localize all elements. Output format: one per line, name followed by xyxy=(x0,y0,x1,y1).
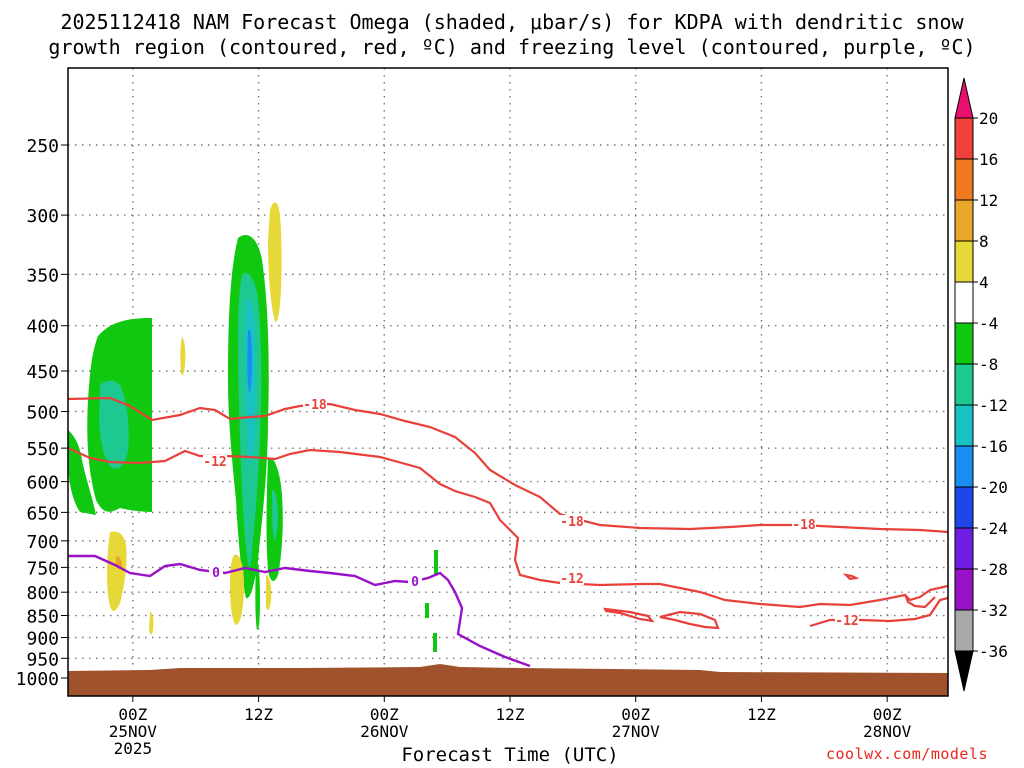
colorbar-label-3: 8 xyxy=(979,232,989,251)
x-tick-label-0-0: 00Z xyxy=(118,705,147,724)
colorbar: 20 16 12 8 4 -4 -8 -12 -16 -20 -24 -28 -32 -36 xyxy=(954,77,1008,692)
omega-region-12 xyxy=(272,489,278,540)
y-tick-label-850: 850 xyxy=(26,607,59,628)
x-tick-label-0-1: 25NOV xyxy=(109,722,158,741)
contour-label-zero-b: 0 xyxy=(411,575,419,590)
y-tick-label-250: 250 xyxy=(26,136,59,157)
contour-minus12-tail xyxy=(809,596,948,628)
colorbar-swatch-13 xyxy=(954,609,974,652)
contour-label-minus12-a: -12 xyxy=(203,455,226,470)
contour-label-minus18-b: -18 xyxy=(560,515,584,530)
colorbar-swatch-8 xyxy=(954,404,974,447)
omega-region-14 xyxy=(268,202,282,322)
x-tick-label-4-0: 00Z xyxy=(621,705,650,724)
omega-region-16 xyxy=(266,575,272,610)
x-axis-label: Forecast Time (UTC) xyxy=(401,744,619,766)
colorbar-swatch-7 xyxy=(954,363,974,406)
y-tick-label-800: 800 xyxy=(26,583,59,604)
contour-label-minus12-b: -12 xyxy=(560,572,583,587)
y-tick-label-350: 350 xyxy=(26,265,59,286)
omega-region-10 xyxy=(247,329,252,392)
freezing-level-contour xyxy=(68,554,531,668)
colorbar-label-5: -4 xyxy=(979,314,998,333)
omega-region-3 xyxy=(107,531,127,612)
x-tick-label-6-0: 00Z xyxy=(873,705,902,724)
colorbar-label-8: -16 xyxy=(979,437,1008,456)
x-tick-label-4-1: 27NOV xyxy=(612,722,661,741)
colorbar-swatch-1 xyxy=(954,117,974,160)
y-tick-label-300: 300 xyxy=(26,206,59,227)
colorbar-label-1: 16 xyxy=(979,150,998,169)
credit-text: coolwx.com/models xyxy=(826,745,989,763)
contour-label-minus12-c: -12 xyxy=(835,614,858,629)
x-tick-label-6-1: 28NOV xyxy=(863,722,912,741)
plot-frame xyxy=(67,67,949,697)
colorbar-label-9: -20 xyxy=(979,478,1008,497)
colorbar-swatch-12 xyxy=(954,568,974,611)
contour-label-minus18-a: -18 xyxy=(303,398,327,413)
colorbar-swatch-11 xyxy=(954,527,974,570)
y-tick-label-450: 450 xyxy=(26,362,59,383)
colorbar-label-7: -12 xyxy=(979,396,1008,415)
terrain-fill xyxy=(68,664,948,696)
y-tick-label-1000: 1000 xyxy=(16,669,59,690)
colorbar-label-0: 20 xyxy=(979,109,998,128)
y-tick-label-500: 500 xyxy=(26,403,59,424)
omega-region-18 xyxy=(425,603,429,618)
colorbar-swatch-5 xyxy=(954,281,974,324)
dendritic-contours xyxy=(68,396,948,630)
colorbar-swatch-2 xyxy=(954,158,974,201)
x-tick-label-3-0: 12Z xyxy=(496,705,525,724)
colorbar-label-4: 4 xyxy=(979,273,989,292)
contour-minus12-bump xyxy=(903,593,936,609)
omega-region-19 xyxy=(433,633,437,652)
omega-region-6 xyxy=(180,337,186,376)
x-tick-label-0-2: 2025 xyxy=(114,739,153,758)
contour-minus12-loop1 xyxy=(603,607,655,623)
colorbar-swatch-6 xyxy=(954,322,974,365)
omega-region-13 xyxy=(255,560,260,630)
colorbar-label-2: 12 xyxy=(979,191,998,210)
y-tick-label-600: 600 xyxy=(26,473,59,494)
colorbar-swatch-0 xyxy=(954,77,974,119)
x-tick-label-5-0: 12Z xyxy=(747,705,776,724)
x-tick-label-2-0: 00Z xyxy=(370,705,399,724)
y-tick-label-950: 950 xyxy=(26,649,59,670)
contour-minus12-loop2 xyxy=(659,610,720,630)
contour-small-ring xyxy=(842,573,860,581)
chart-title-line1: 2025112418 NAM Forecast Omega (shaded, μ… xyxy=(60,10,964,34)
y-tick-label-900: 900 xyxy=(26,628,59,649)
omega-region-17 xyxy=(434,550,438,575)
colorbar-swatch-4 xyxy=(954,240,974,283)
chart-title-line2: growth region (contoured, red, ºC) and f… xyxy=(48,35,976,59)
y-tick-label-700: 700 xyxy=(26,532,59,553)
omega-region-15 xyxy=(230,554,244,625)
colorbar-label-10: -24 xyxy=(979,519,1008,538)
colorbar-label-6: -8 xyxy=(979,355,998,374)
y-axis: 2503003504004505005506006507007508008509… xyxy=(16,136,68,690)
y-tick-label-400: 400 xyxy=(26,317,59,338)
colorbar-label-12: -32 xyxy=(979,601,1008,620)
y-tick-label-750: 750 xyxy=(26,558,59,579)
contour-minus18 xyxy=(68,396,948,534)
colorbar-swatch-10 xyxy=(954,486,974,529)
x-tick-label-2-1: 26NOV xyxy=(360,722,409,741)
omega-region-5 xyxy=(149,612,154,635)
colorbar-label-11: -28 xyxy=(979,560,1008,579)
contour-zero xyxy=(68,554,531,668)
colorbar-swatch-14 xyxy=(954,650,974,692)
y-tick-label-650: 650 xyxy=(26,503,59,524)
grid-lines xyxy=(68,68,948,696)
x-tick-label-1-0: 12Z xyxy=(244,705,273,724)
y-tick-label-550: 550 xyxy=(26,439,59,460)
contour-label-minus18-c: -18 xyxy=(792,518,816,533)
colorbar-swatch-3 xyxy=(954,199,974,242)
contour-label-zero-a: 0 xyxy=(212,566,220,581)
colorbar-label-13: -36 xyxy=(979,642,1008,661)
colorbar-swatch-9 xyxy=(954,445,974,488)
